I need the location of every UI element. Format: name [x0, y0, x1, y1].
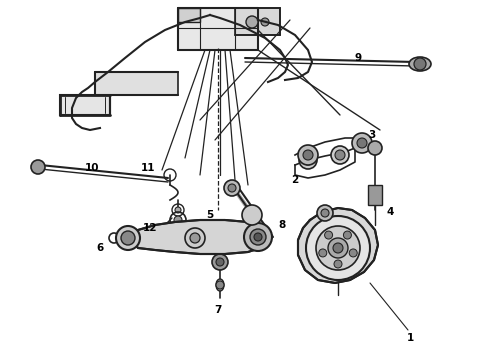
Circle shape [116, 226, 140, 250]
Circle shape [335, 150, 345, 160]
Text: 6: 6 [97, 243, 103, 253]
Text: 8: 8 [278, 220, 286, 230]
Text: 9: 9 [354, 53, 362, 63]
Polygon shape [235, 8, 280, 35]
Circle shape [317, 205, 333, 221]
Polygon shape [178, 8, 258, 50]
Circle shape [185, 228, 205, 248]
Circle shape [298, 145, 318, 165]
Text: 10: 10 [85, 163, 99, 173]
Ellipse shape [409, 57, 431, 71]
Circle shape [299, 151, 317, 169]
Text: 2: 2 [292, 175, 298, 185]
Circle shape [244, 223, 272, 251]
Text: 5: 5 [206, 210, 214, 220]
Circle shape [224, 180, 240, 196]
Circle shape [254, 233, 262, 241]
Circle shape [306, 216, 370, 280]
Circle shape [174, 216, 182, 224]
Circle shape [246, 16, 258, 28]
Circle shape [31, 160, 45, 174]
Circle shape [216, 281, 224, 289]
Circle shape [175, 207, 181, 213]
Circle shape [321, 209, 329, 217]
Circle shape [319, 249, 327, 257]
Ellipse shape [216, 279, 224, 291]
Text: 7: 7 [214, 305, 221, 315]
Polygon shape [298, 208, 378, 283]
Text: 12: 12 [143, 223, 157, 233]
Circle shape [328, 238, 348, 258]
Circle shape [261, 18, 269, 26]
Polygon shape [95, 72, 178, 95]
Circle shape [334, 260, 342, 268]
Polygon shape [130, 220, 265, 254]
Text: 1: 1 [406, 333, 414, 343]
Circle shape [250, 229, 266, 245]
Circle shape [212, 254, 228, 270]
Circle shape [368, 141, 382, 155]
Polygon shape [368, 185, 382, 205]
Circle shape [333, 243, 343, 253]
Circle shape [316, 226, 360, 270]
Circle shape [352, 133, 372, 153]
Circle shape [303, 150, 313, 160]
Circle shape [303, 155, 313, 165]
Polygon shape [60, 95, 110, 115]
Polygon shape [178, 8, 200, 22]
Circle shape [343, 231, 351, 239]
Circle shape [414, 58, 426, 70]
Circle shape [121, 231, 135, 245]
Circle shape [216, 258, 224, 266]
Circle shape [331, 146, 349, 164]
Circle shape [242, 205, 262, 225]
Circle shape [190, 233, 200, 243]
Circle shape [228, 184, 236, 192]
Circle shape [324, 231, 333, 239]
Text: 3: 3 [368, 130, 376, 140]
Circle shape [349, 249, 357, 257]
Circle shape [357, 138, 367, 148]
Text: 4: 4 [386, 207, 393, 217]
Text: 11: 11 [141, 163, 155, 173]
